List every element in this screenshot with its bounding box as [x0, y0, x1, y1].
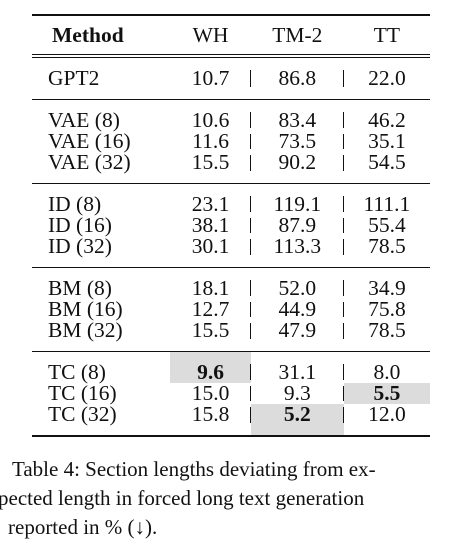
method-cell: ID (16) [48, 213, 112, 237]
tt-cell: 75.8 [368, 297, 406, 321]
wh-cell: 18.1 [170, 268, 251, 300]
wh-cell: 15.5 [170, 319, 251, 352]
tm2-cell: 86.8 [251, 56, 344, 100]
method-cell: VAE (32) [48, 150, 131, 174]
table-row: BM (16) 12.7 44.9 75.8 [32, 297, 430, 321]
method-cell: TC (8) [48, 360, 106, 384]
table-row: VAE (16) 11.6 73.5 35.1 [32, 129, 430, 153]
wh-cell: 12.7 [170, 298, 251, 320]
table-row: VAE (32) 15.5 90.2 54.5 [32, 150, 430, 184]
wh-cell: 30.1 [170, 235, 251, 268]
tm2-cell: 90.2 [251, 151, 344, 184]
table-row: TC (32) 15.8 5.2 12.0 [32, 402, 430, 436]
caption-line-1: Table 4: Section lengths deviating from … [12, 457, 376, 481]
tt-cell: 12.0 [368, 402, 406, 426]
tt-cell: 46.2 [368, 108, 406, 132]
tm2-cell: 52.0 [251, 268, 344, 300]
tm2-cell: 83.4 [251, 100, 344, 132]
method-cell: VAE (8) [48, 108, 120, 132]
wh-cell: 10.6 [170, 100, 251, 132]
table-row: TC (16) 15.0 9.3 5.5 [32, 381, 430, 405]
table-row: GPT2 10.7 86.8 22.0 [32, 56, 430, 100]
wh-cell: 38.1 [170, 214, 251, 236]
tt-cell-best: 5.5 [343, 382, 430, 404]
tt-cell: 54.5 [368, 150, 406, 174]
tm2-cell: 9.3 [251, 382, 344, 404]
group-vae: VAE (8) 10.6 83.4 46.2 VAE (16) 11.6 73.… [32, 100, 430, 184]
results-table: Method WH TM-2 TT GPT2 10.7 86.8 22.0 VA… [32, 14, 430, 437]
tm2-cell: 31.1 [251, 352, 344, 384]
tm2-cell: 119.1 [251, 184, 344, 216]
method-cell: BM (8) [48, 276, 112, 300]
group-bm: BM (8) 18.1 52.0 34.9 BM (16) 12.7 44.9 … [32, 268, 430, 352]
method-cell: TC (16) [48, 381, 117, 405]
table-header-row: Method WH TM-2 TT [32, 15, 430, 56]
tt-cell: 111.1 [363, 192, 411, 216]
tm2-cell: 73.5 [251, 130, 344, 152]
tt-cell: 22.0 [368, 66, 406, 90]
wh-cell: 11.6 [170, 130, 251, 152]
wh-cell-best: 9.6 [170, 351, 251, 383]
table-row: BM (8) 18.1 52.0 34.9 [32, 268, 430, 300]
table-row: TC (8) 9.6 31.1 8.0 [32, 351, 430, 384]
wh-cell: 15.8 [170, 403, 251, 436]
tt-cell: 78.5 [368, 234, 406, 258]
caption-line-3: reported in % (↓). [8, 515, 158, 539]
wh-cell: 15.0 [170, 382, 251, 404]
method-cell: BM (32) [48, 318, 123, 342]
tt-cell: 34.9 [368, 276, 406, 300]
group-gpt2: GPT2 10.7 86.8 22.0 [32, 56, 430, 100]
header-wh: WH [192, 22, 229, 47]
table-row: ID (16) 38.1 87.9 55.4 [32, 213, 430, 237]
method-cell: TC (32) [48, 402, 117, 426]
wh-cell: 23.1 [170, 184, 251, 216]
tt-cell: 78.5 [368, 318, 406, 342]
method-cell: ID (8) [48, 192, 102, 216]
table-row: ID (32) 30.1 113.3 78.5 [32, 234, 430, 268]
tt-cell: 8.0 [373, 360, 401, 384]
tm2-cell: 47.9 [251, 319, 344, 352]
tm2-cell: 113.3 [251, 235, 344, 268]
header-tm2: TM-2 [272, 22, 323, 47]
table-row: BM (32) 15.5 47.9 78.5 [32, 318, 430, 352]
tm2-cell: 87.9 [251, 214, 344, 236]
wh-cell: 10.7 [170, 56, 251, 100]
method-cell: ID (32) [48, 234, 112, 258]
table-row: ID (8) 23.1 119.1 111.1 [32, 184, 430, 216]
method-cell: BM (16) [48, 297, 123, 321]
header-tt: TT [373, 22, 401, 47]
wh-cell: 15.5 [170, 151, 251, 184]
table-row: VAE (8) 10.6 83.4 46.2 [32, 100, 430, 132]
group-id: ID (8) 23.1 119.1 111.1 ID (16) 38.1 87.… [32, 184, 430, 268]
tt-cell: 55.4 [368, 213, 406, 237]
tm2-cell-best: 5.2 [250, 403, 344, 436]
header-method: Method [52, 22, 124, 47]
method-cell: VAE (16) [48, 129, 131, 153]
tm2-cell: 44.9 [251, 298, 344, 320]
method-cell: GPT2 [48, 66, 100, 90]
group-tc: TC (8) 9.6 31.1 8.0 TC (16) 15.0 9.3 5.5… [32, 351, 430, 436]
caption-line-2: pected length in forced long text genera… [0, 486, 365, 510]
tt-cell: 35.1 [368, 129, 406, 153]
